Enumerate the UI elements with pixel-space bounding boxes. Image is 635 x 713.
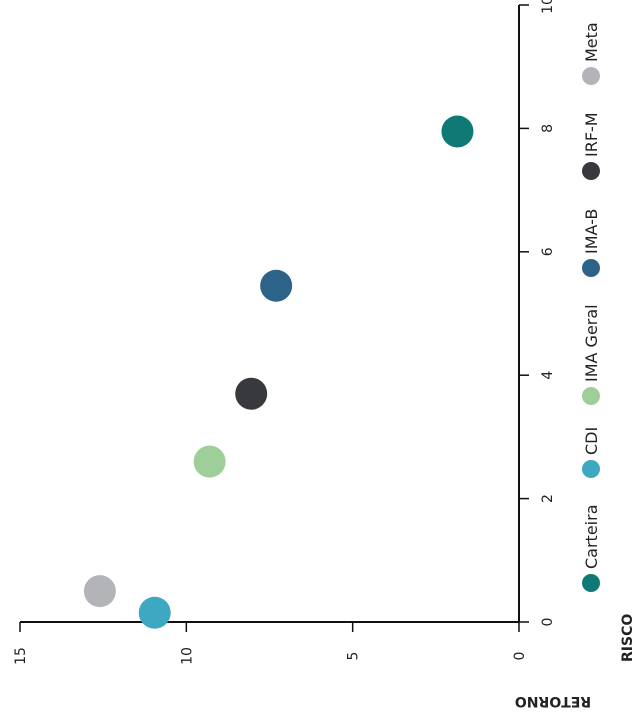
point-cdi bbox=[138, 596, 171, 629]
legend-label-cdi: CDI bbox=[582, 427, 601, 455]
risco-tick-label: 8 bbox=[540, 124, 556, 133]
legend: Carteira CDI IMA Geral IMA-B IRF-M Meta bbox=[582, 22, 601, 592]
point-ima-geral bbox=[193, 445, 226, 478]
point-irf-m bbox=[235, 377, 268, 410]
legend-label-meta: Meta bbox=[582, 22, 601, 62]
legend-label-ima-b: IMA-B bbox=[582, 209, 601, 254]
legend-marker-ima-b bbox=[582, 259, 600, 277]
y-axis-title: RETORNO bbox=[515, 693, 591, 709]
x-axis-title: RISCO bbox=[620, 614, 635, 662]
retorno-tick-label: 5 bbox=[346, 652, 362, 661]
legend-marker-irf-m bbox=[582, 162, 600, 180]
risco-tick-label: 10 bbox=[540, 0, 556, 14]
legend-label-carteira: Carteira bbox=[582, 505, 601, 570]
legend-label-ima-geral: IMA Geral bbox=[582, 304, 601, 382]
point-meta bbox=[83, 575, 116, 608]
retorno-tick-label: 0 bbox=[512, 652, 528, 661]
retorno-tick-label: 10 bbox=[179, 647, 195, 665]
axes: 0 2 4 6 8 10 0 5 10 15 bbox=[13, 0, 556, 665]
risco-tick-label: 2 bbox=[540, 494, 556, 503]
legend-marker-cdi bbox=[582, 460, 600, 478]
risco-tick-label: 4 bbox=[540, 371, 556, 380]
point-carteira bbox=[441, 115, 474, 148]
legend-marker-carteira bbox=[582, 574, 600, 592]
risco-tick-label: 6 bbox=[540, 247, 556, 256]
legend-marker-meta bbox=[582, 67, 600, 85]
legend-label-irf-m: IRF-M bbox=[582, 112, 601, 157]
legend-marker-ima-geral bbox=[582, 387, 600, 405]
retorno-tick-label: 15 bbox=[13, 647, 29, 665]
point-ima-b bbox=[260, 269, 293, 302]
data-points bbox=[83, 115, 474, 629]
risco-tick-label: 0 bbox=[540, 618, 556, 627]
